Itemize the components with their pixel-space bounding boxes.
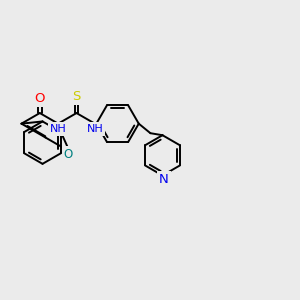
Text: S: S [72,90,81,103]
Text: O: O [34,92,45,105]
Text: NH: NH [86,124,103,134]
Text: O: O [63,148,73,161]
Text: NH: NH [50,124,67,134]
Text: N: N [159,172,169,185]
